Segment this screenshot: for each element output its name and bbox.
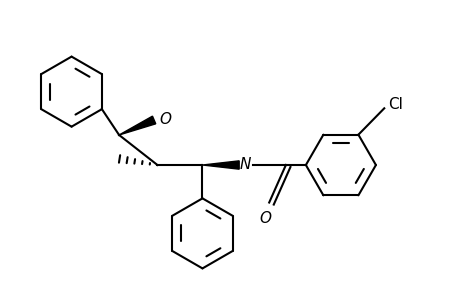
Text: N: N — [239, 157, 250, 172]
Polygon shape — [119, 116, 156, 135]
Text: Cl: Cl — [387, 97, 403, 112]
Polygon shape — [202, 161, 239, 169]
Text: O: O — [259, 211, 271, 226]
Text: O: O — [159, 112, 171, 127]
